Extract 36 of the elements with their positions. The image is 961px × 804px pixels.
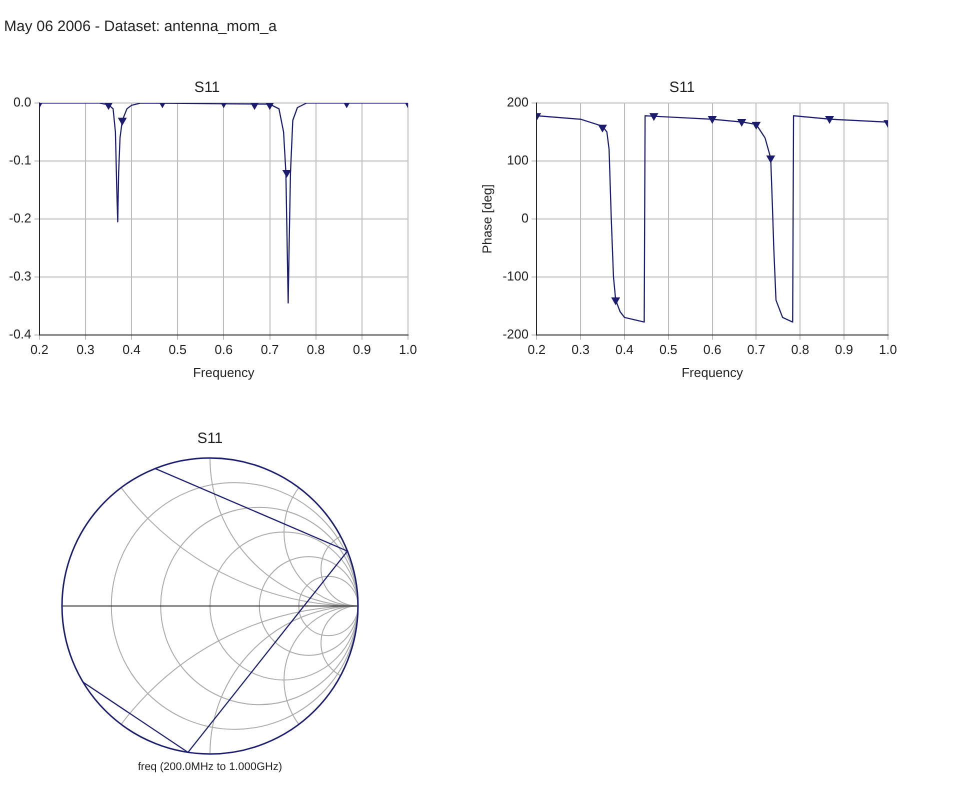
y-tick-label: -0.3 <box>8 268 32 284</box>
x-tick-label: 0.3 <box>572 342 590 358</box>
x-axis-title: Frequency <box>682 364 744 380</box>
chart-title: S11 <box>194 79 220 96</box>
x-tick-label: 1.0 <box>878 342 898 358</box>
x-tick-label: 0.2 <box>528 342 546 358</box>
x-tick-label: 0.3 <box>76 342 95 358</box>
y-tick-label: -0.1 <box>8 152 32 168</box>
chart-title: S11 <box>669 79 695 96</box>
text: May 06 2006 - Dataset: antenna_mom_a <box>4 18 277 35</box>
y-tick-label: -0.4 <box>8 326 32 342</box>
x-tick-label: 0.5 <box>168 342 187 358</box>
y-tick-label: 200 <box>506 94 529 110</box>
x-tick-label: 0.9 <box>835 342 854 358</box>
x-tick-label: 1.0 <box>398 342 418 358</box>
x-tick-label: 0.6 <box>703 342 722 358</box>
x-tick-label: 0.4 <box>615 342 634 358</box>
y-tick-label: 100 <box>506 152 529 168</box>
x-tick-label: 0.4 <box>122 342 141 358</box>
y-tick-label: 0 <box>521 210 529 226</box>
x-tick-label: 0.6 <box>214 342 233 358</box>
text: freq (200.0MHz to 1.000GHz) <box>136 761 284 773</box>
x-tick-label: 0.7 <box>260 342 279 358</box>
text: S11 <box>196 430 224 447</box>
x-tick-label: 0.8 <box>306 342 325 358</box>
y-tick-label: -200 <box>502 326 529 342</box>
x-tick-label: 0.2 <box>30 342 48 358</box>
x-tick-label: 0.5 <box>659 342 678 358</box>
y-tick-label: -100 <box>502 268 529 284</box>
x-tick-label: 0.8 <box>791 342 810 358</box>
x-tick-label: 0.9 <box>352 342 371 358</box>
x-tick-label: 0.7 <box>747 342 766 358</box>
y-axis-title: Phase [deg] <box>479 184 494 254</box>
y-tick-label: -0.2 <box>8 210 32 226</box>
y-tick-label: 0.0 <box>13 94 32 110</box>
x-axis-title: Frequency <box>192 364 255 380</box>
